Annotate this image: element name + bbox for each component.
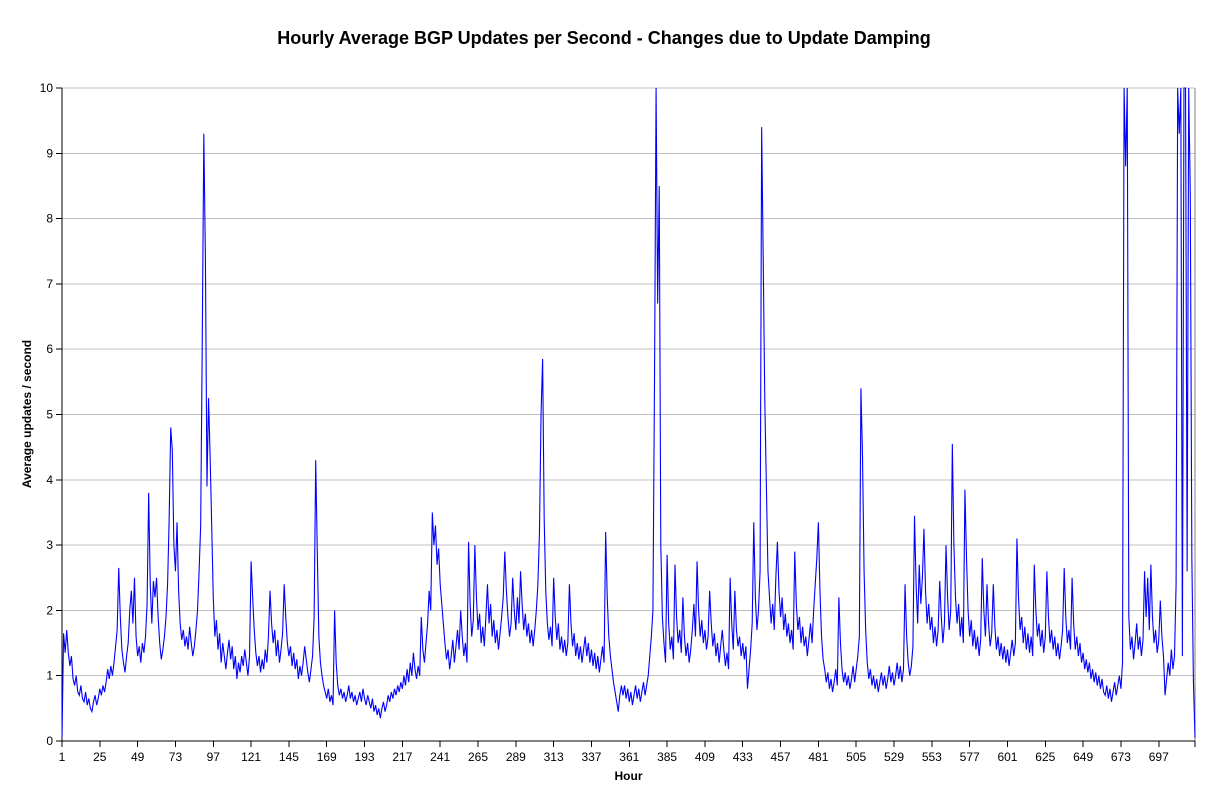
y-tick-label: 4 (46, 473, 53, 487)
y-axis-title: Average updates / second (20, 339, 34, 489)
y-tick-label: 3 (46, 538, 53, 552)
x-tick-label: 553 (922, 750, 942, 764)
x-tick-label: 97 (207, 750, 221, 764)
x-tick-label: 1 (59, 750, 66, 764)
x-tick-label: 601 (997, 750, 1017, 764)
x-tick-label: 337 (581, 750, 601, 764)
y-tick-label: 9 (46, 146, 53, 160)
x-tick-label: 25 (93, 750, 107, 764)
x-tick-label: 145 (279, 750, 299, 764)
chart-title: Hourly Average BGP Updates per Second - … (277, 28, 931, 48)
y-tick-label: 1 (46, 669, 53, 683)
x-tick-label: 289 (506, 750, 526, 764)
x-tick-label: 241 (430, 750, 450, 764)
y-tick-label: 0 (46, 734, 53, 748)
x-tick-label: 121 (241, 750, 261, 764)
x-tick-label: 577 (960, 750, 980, 764)
x-tick-label: 193 (355, 750, 375, 764)
x-tick-label: 457 (771, 750, 791, 764)
y-tick-label: 2 (46, 603, 53, 617)
y-tick-label: 10 (40, 81, 54, 95)
x-tick-label: 505 (846, 750, 866, 764)
x-tick-label: 409 (695, 750, 715, 764)
x-tick-label: 49 (131, 750, 145, 764)
x-tick-label: 385 (657, 750, 677, 764)
x-tick-label: 313 (544, 750, 564, 764)
y-tick-label: 6 (46, 342, 53, 356)
y-tick-label: 5 (46, 408, 53, 422)
x-tick-label: 673 (1111, 750, 1131, 764)
x-tick-label: 481 (808, 750, 828, 764)
y-tick-label: 7 (46, 277, 53, 291)
x-tick-label: 361 (619, 750, 639, 764)
x-tick-label: 529 (884, 750, 904, 764)
x-tick-label: 625 (1035, 750, 1055, 764)
x-tick-label: 169 (317, 750, 337, 764)
series-line (61, 87, 1196, 738)
x-tick-label: 433 (733, 750, 753, 764)
x-tick-label: 265 (468, 750, 488, 764)
y-tick-label: 8 (46, 212, 53, 226)
x-axis-title: Hour (614, 769, 643, 783)
x-tick-label: 217 (392, 750, 412, 764)
x-tick-label: 73 (169, 750, 183, 764)
x-tick-label: 649 (1073, 750, 1093, 764)
x-tick-label: 697 (1149, 750, 1169, 764)
